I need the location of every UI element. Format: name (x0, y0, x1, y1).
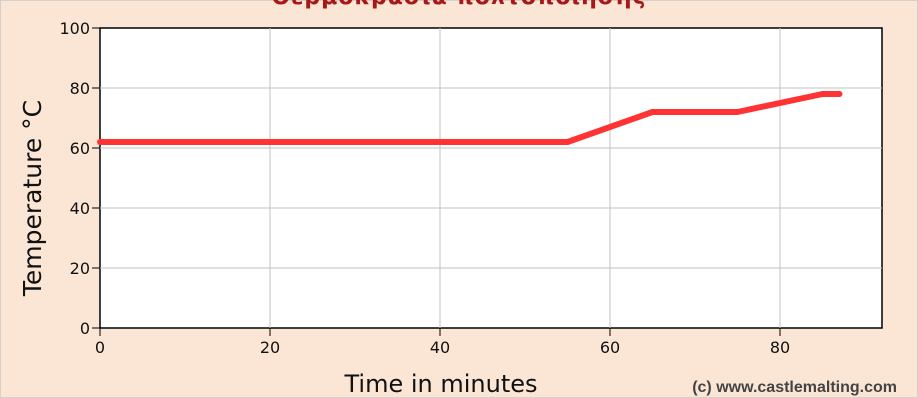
x-axis-title: Time in minutes (343, 370, 537, 398)
data-point (97, 139, 103, 145)
x-tick-label: 40 (430, 338, 450, 357)
data-point (819, 91, 826, 97)
x-tick-label: 20 (260, 338, 280, 357)
y-tick-label: 80 (70, 79, 90, 98)
y-tick-label: 100 (59, 19, 90, 38)
data-point (649, 109, 656, 115)
credit-label: (c) www.castlemalting.com (692, 379, 897, 396)
plot-area (99, 27, 883, 329)
axis-layer: 0 20 40 60 80 100 0 20 40 60 80 (59, 19, 790, 357)
x-tick-label: 60 (600, 338, 620, 357)
series-layer (97, 91, 843, 145)
data-point (836, 91, 843, 97)
y-tick-label: 40 (70, 199, 90, 218)
y-tick-label: 0 (80, 319, 90, 338)
y-axis-title: Temperature °C (18, 100, 47, 297)
data-point (564, 139, 571, 145)
x-tick-label: 0 (95, 338, 105, 357)
y-tick-label: 20 (70, 259, 90, 278)
x-tick-label: 80 (770, 338, 790, 357)
data-point (734, 109, 741, 115)
chart-title: Θερμοκρασία πολτοποίησης (1, 0, 917, 10)
y-tick-label: 60 (70, 139, 90, 158)
grid-layer (100, 28, 882, 328)
